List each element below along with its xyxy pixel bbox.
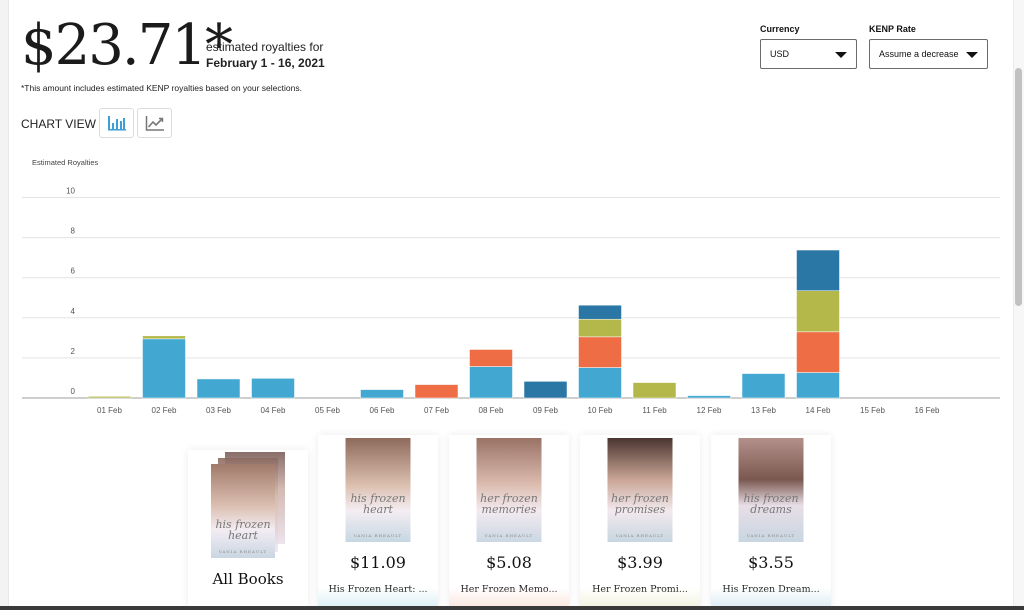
royalties-caption-text: estimated royalties for (206, 40, 324, 54)
left-panel-edge (0, 0, 9, 606)
y-tick-label: 8 (71, 227, 76, 236)
book-color-tint (318, 588, 438, 610)
x-tick-label: 13 Feb (751, 406, 776, 415)
cover-title: his frozen dreams (743, 492, 799, 516)
cover-title: her frozen promises (611, 492, 669, 516)
chart-view-label: CHART VIEW (21, 117, 96, 131)
x-tick-label: 11 Feb (642, 406, 667, 415)
bar-segment (142, 338, 186, 399)
bar-segment (632, 382, 677, 399)
chevron-down-icon (835, 52, 847, 58)
x-tick-label: 04 Feb (261, 406, 286, 415)
y-axis-title: Estimated Royalties (32, 158, 99, 167)
bar-chart-view-button[interactable] (99, 108, 134, 138)
x-tick-label: 12 Feb (697, 406, 722, 415)
cover-title: his frozen heart (215, 518, 271, 542)
bar-segment (142, 335, 186, 340)
book-royalty: $3.99 (617, 553, 663, 572)
cover-author: VANIA RHEAULT (746, 533, 796, 538)
bar-segment (578, 367, 622, 399)
book-card[interactable]: his frozen heart VANIA RHEAULT $11.09 Hi… (318, 435, 438, 610)
x-tick-label: 07 Feb (424, 406, 449, 415)
y-tick-label: 0 (71, 387, 76, 396)
cover-title: his frozen heart (350, 492, 406, 516)
book-royalty: $5.08 (486, 553, 532, 572)
bar-segment (796, 331, 840, 373)
x-tick-label: 09 Feb (533, 406, 558, 415)
x-tick-label: 01 Feb (97, 406, 122, 415)
line-chart-icon (145, 115, 164, 131)
book-cover: his frozen dreams VANIA RHEAULT (738, 438, 804, 542)
bar-segment (796, 249, 840, 291)
book-cover: his frozen heart VANIA RHEAULT (345, 438, 411, 542)
y-tick-label: 2 (71, 347, 76, 356)
royalties-bar-chart: 0 2 4 6 8 10 01 Feb 02 Feb 03 Feb 04 Feb 05 Feb 06 … (22, 187, 1000, 415)
currency-label: Currency (760, 24, 800, 34)
bar-segment (360, 389, 404, 399)
book-royalty: $3.55 (748, 553, 794, 572)
line-chart-view-button[interactable] (137, 108, 172, 138)
royalties-caption: estimated royalties for February 1 - 16,… (206, 39, 325, 71)
all-books-label: All Books (212, 570, 284, 588)
book-card-all-books[interactable]: his frozen heart VANIA RHEAULT All Books (188, 450, 308, 610)
bar-segment (796, 372, 840, 399)
book-cover: her frozen memories VANIA RHEAULT (476, 438, 542, 542)
y-tick-label: 6 (71, 267, 76, 276)
book-color-tint (711, 588, 831, 610)
bar-segment (523, 381, 568, 399)
chevron-down-icon (966, 52, 978, 58)
vertical-scrollbar[interactable] (1013, 0, 1024, 606)
bar-segment (687, 395, 731, 399)
x-tick-label: 15 Feb (860, 406, 885, 415)
scrollbar-thumb[interactable] (1015, 68, 1022, 306)
book-cover: her frozen promises VANIA RHEAULT (607, 438, 673, 542)
bar-segment (578, 336, 622, 368)
bar-segment (414, 384, 459, 399)
x-tick-label: 10 Feb (588, 406, 613, 415)
book-card[interactable]: his frozen dreams VANIA RHEAULT $3.55 Hi… (711, 435, 831, 610)
kenp-note: *This amount includes estimated KENP roy… (21, 83, 302, 93)
x-tick-label: 14 Feb (806, 406, 831, 415)
cover-author: VANIA RHEAULT (218, 549, 268, 554)
x-tick-label: 05 Feb (315, 406, 340, 415)
kenp-rate-label: KENP Rate (869, 24, 916, 34)
x-tick-label: 16 Feb (915, 406, 940, 415)
date-range: February 1 - 16, 2021 (206, 56, 325, 70)
bar-segment (196, 378, 241, 399)
book-color-tint (449, 588, 569, 610)
cover-author: VANIA RHEAULT (615, 533, 665, 538)
book-card[interactable]: her frozen promises VANIA RHEAULT $3.99 … (580, 435, 700, 610)
bar-segment (741, 373, 786, 399)
bar-segment (469, 349, 513, 367)
book-royalty: $11.09 (350, 553, 406, 572)
bar-segment (469, 366, 513, 399)
bar-segment (796, 290, 840, 333)
cover-title: her frozen memories (480, 492, 538, 516)
y-tick-label: 4 (71, 307, 76, 316)
currency-select[interactable]: USD (760, 39, 857, 69)
total-royalties-amount: $23.71* (21, 13, 233, 78)
bar-segment (251, 378, 295, 399)
y-tick-label: 10 (66, 187, 75, 196)
x-tick-label: 06 Feb (370, 406, 395, 415)
book-cover-stack: his frozen heart VANIA RHEAULT (211, 452, 285, 558)
cover-author: VANIA RHEAULT (484, 533, 534, 538)
bottom-edge (0, 606, 1024, 610)
kenp-rate-select[interactable]: Assume a decrease (869, 39, 988, 69)
x-tick-label: 03 Feb (206, 406, 231, 415)
x-tick-label: 02 Feb (152, 406, 177, 415)
bar-segment (578, 318, 622, 338)
currency-value: USD (770, 49, 790, 59)
x-tick-label: 08 Feb (479, 406, 504, 415)
book-card[interactable]: her frozen memories VANIA RHEAULT $5.08 … (449, 435, 569, 610)
bar-segment (578, 304, 622, 320)
book-color-tint (580, 588, 700, 610)
bar-segment (87, 396, 132, 399)
cover-author: VANIA RHEAULT (353, 533, 403, 538)
bar-chart-icon (107, 115, 126, 130)
kenp-rate-value: Assume a decrease (879, 49, 959, 59)
